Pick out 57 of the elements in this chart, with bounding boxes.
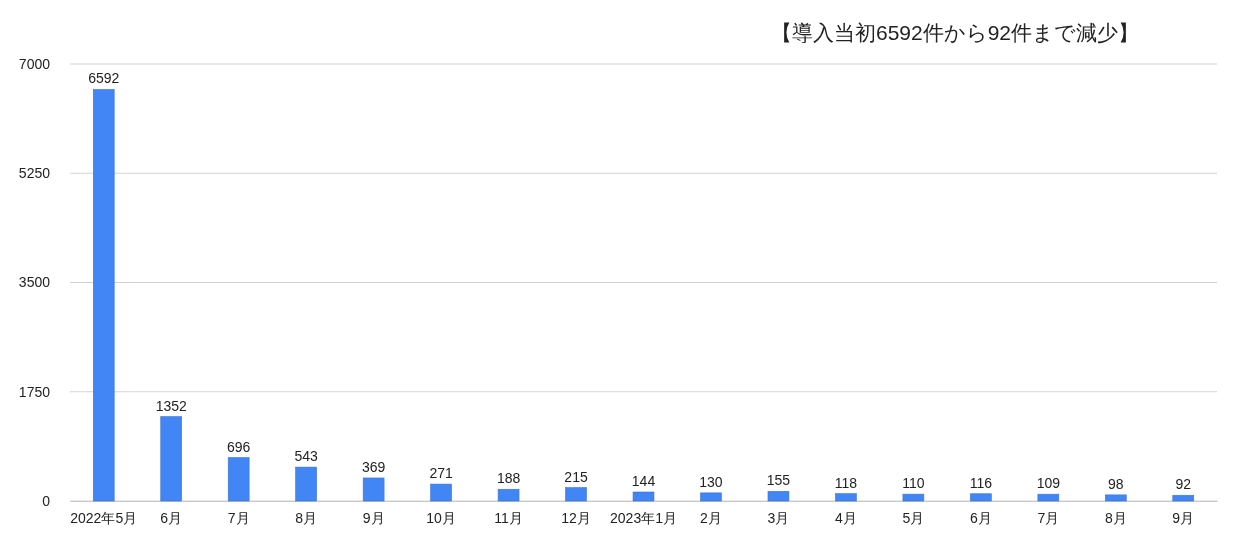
data-label: 188 <box>496 470 521 487</box>
bar <box>295 466 317 502</box>
bar <box>970 493 992 502</box>
bar <box>1172 494 1195 502</box>
bar <box>160 416 182 502</box>
chart-title: 【導入当初6592件から92件まで減少】 <box>770 21 1140 44</box>
x-tick-label: 3月 <box>767 509 790 526</box>
data-label: 98 <box>1108 475 1124 492</box>
x-tick-label: 8月 <box>1104 509 1127 526</box>
bar <box>902 493 925 502</box>
x-tick-label: 2月 <box>700 509 722 526</box>
x-tick-label: 9月 <box>362 509 385 526</box>
x-tick-label: 10月 <box>426 509 456 526</box>
bar <box>835 493 857 502</box>
x-tick-label: 6月 <box>969 509 992 526</box>
x-tick-label: 6月 <box>160 509 183 526</box>
bar <box>1105 494 1127 502</box>
bar <box>227 457 250 502</box>
x-tick-label: 8月 <box>295 509 318 526</box>
x-tick-label: 12月 <box>561 509 591 526</box>
bar <box>1037 493 1060 502</box>
data-label: 155 <box>766 472 791 489</box>
bar <box>767 491 790 502</box>
x-tick-label: 7月 <box>1037 509 1060 526</box>
x-tick-label: 2022年5月 <box>70 509 138 526</box>
data-label: 1352 <box>155 397 187 414</box>
data-label: 92 <box>1175 476 1192 493</box>
data-label: 118 <box>834 474 858 491</box>
data-label: 271 <box>429 465 453 482</box>
x-tick-label: 11月 <box>494 509 523 526</box>
bar <box>565 487 587 502</box>
data-label: 543 <box>294 448 319 465</box>
data-label: 215 <box>564 468 588 485</box>
x-tick-label: 4月 <box>835 509 857 526</box>
y-tick-label: 7000 <box>18 55 51 72</box>
data-label: 144 <box>631 473 656 490</box>
bar <box>92 89 115 502</box>
y-tick-label: 0 <box>42 492 51 509</box>
bar <box>632 491 655 502</box>
data-label: 116 <box>969 474 993 491</box>
y-tick-label: 5250 <box>18 165 51 182</box>
bar <box>700 492 722 502</box>
x-tick-label: 9月 <box>1172 509 1195 526</box>
bar <box>362 477 385 502</box>
data-label: 110 <box>902 475 925 492</box>
x-tick-label: 7月 <box>227 509 250 526</box>
data-label: 130 <box>699 473 723 490</box>
data-label: 109 <box>1036 475 1061 492</box>
y-tick-label: 3500 <box>18 274 51 291</box>
data-label: 696 <box>227 438 251 455</box>
bar <box>497 488 520 502</box>
data-label: 369 <box>361 458 386 475</box>
data-label: 6592 <box>88 70 120 87</box>
x-tick-label: 5月 <box>902 509 925 526</box>
bar <box>430 483 452 502</box>
y-tick-label: 1750 <box>18 383 51 400</box>
x-tick-label: 2023年1月 <box>610 509 677 526</box>
